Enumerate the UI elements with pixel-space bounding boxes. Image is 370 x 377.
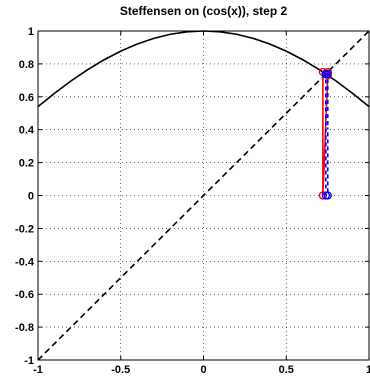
series-1-line [37,30,370,361]
y-tick-label: 0.8 [19,59,34,71]
y-tick-label: 0.4 [19,125,35,137]
y-tick-label: 1 [28,26,34,38]
x-tick-label: 1 [366,364,370,376]
chart-title: Steffensen on (cos(x)), step 2 [120,4,288,18]
y-tick-label: 0 [28,191,34,203]
x-tick-label: -1 [33,364,43,376]
y-tick-label: -0.4 [15,256,35,268]
series-3-line [325,73,329,196]
y-tick-label: -0.6 [15,289,34,301]
x-tick-label: 0.5 [279,364,294,376]
x-tick-label: 0 [200,364,206,376]
series-3-point [323,191,332,200]
y-tick-label: -0.8 [15,322,34,334]
tick-labels: -1 -0.5 0 0.5 1 -1 -0.8 -0.6 -0.4 -0.2 0 0.2 0.4 0.6 0… [15,26,370,376]
tick-marks [37,30,370,361]
y-tick-label: -1 [24,355,34,367]
y-tick-label: 0.2 [19,158,34,170]
series-3-point [323,69,332,79]
y-tick-label: 0.6 [19,92,34,104]
x-tick-label: -0.5 [111,364,130,376]
y-tick-label: -0.2 [15,223,34,235]
